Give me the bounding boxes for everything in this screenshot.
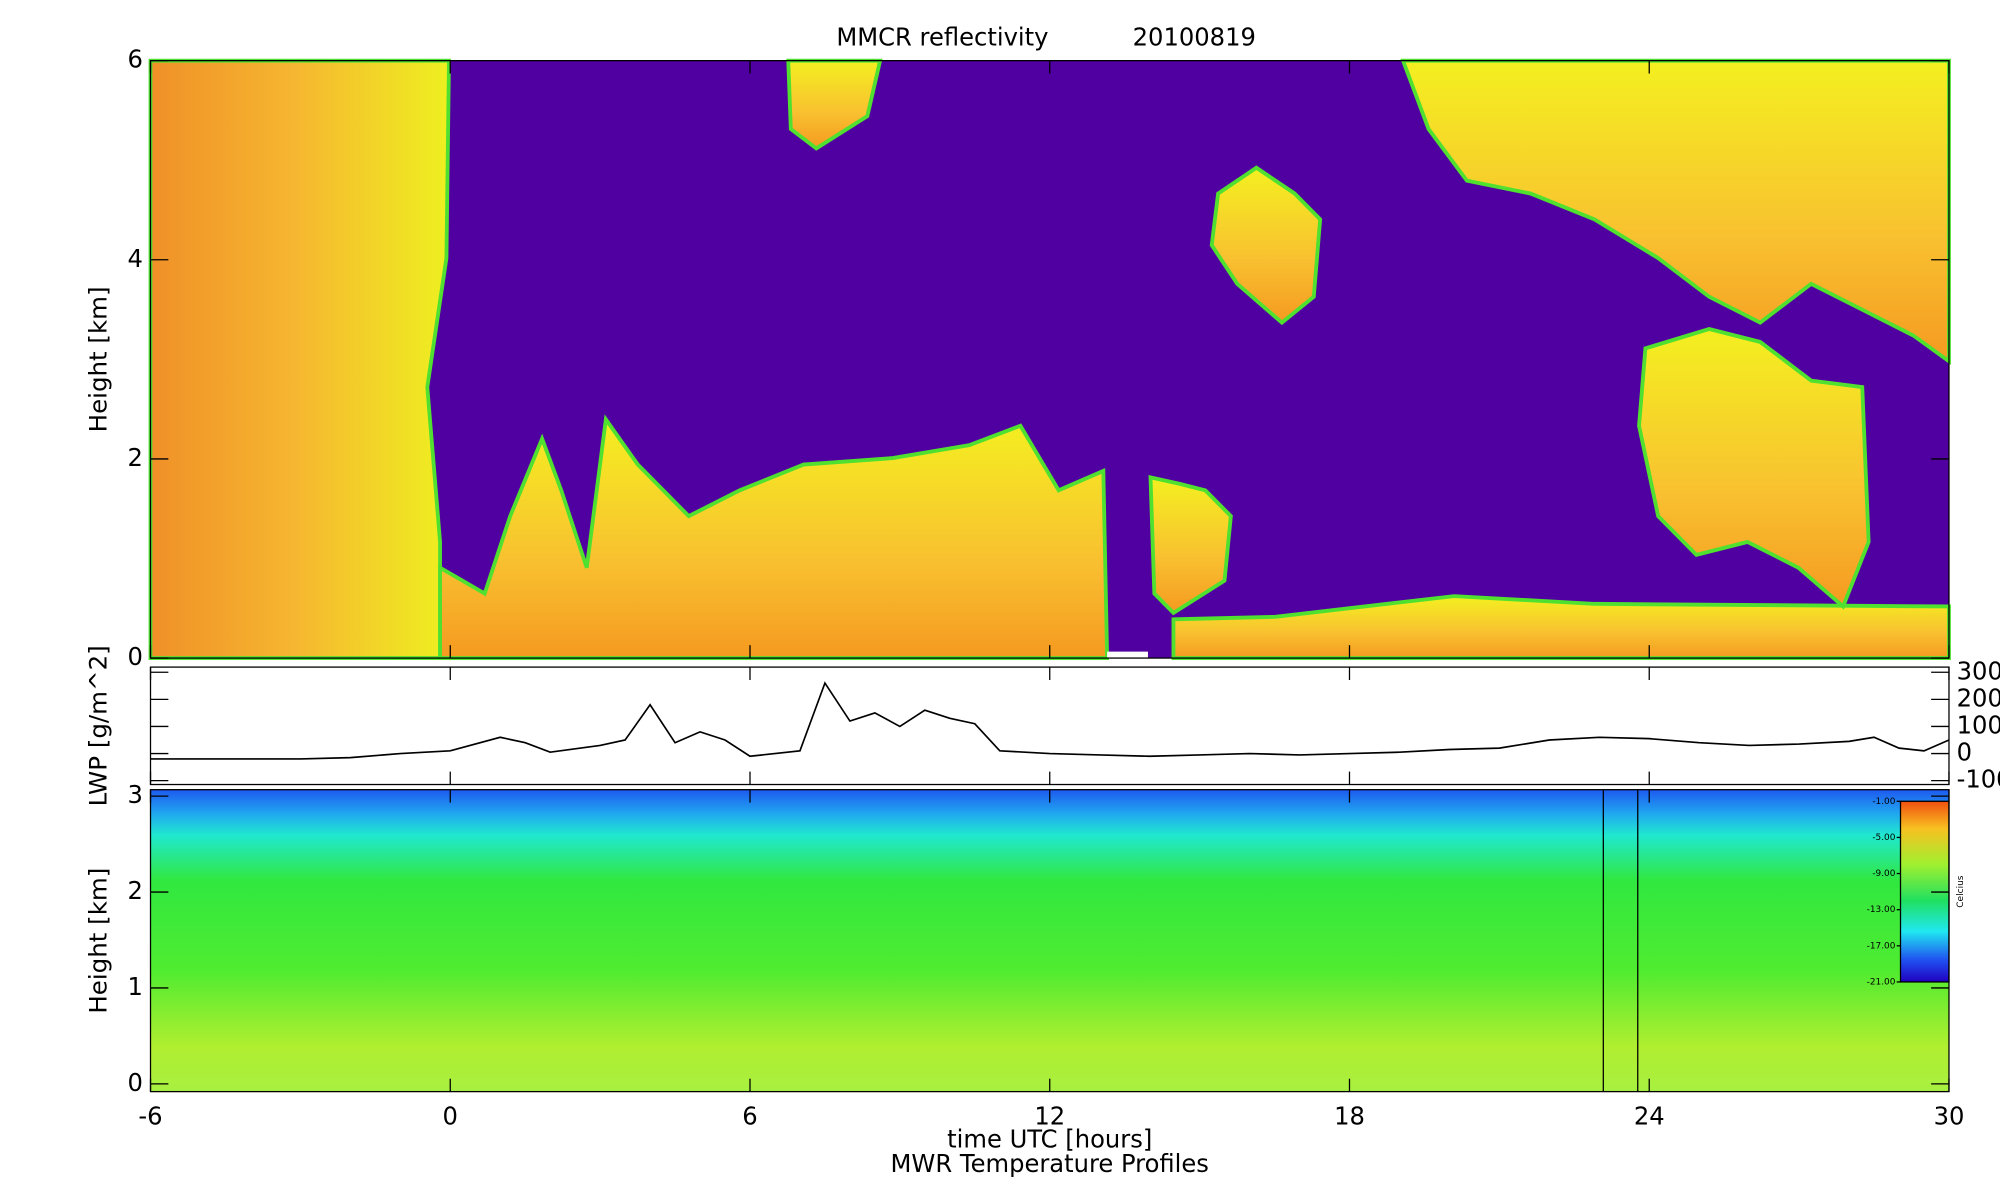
y-tick-label: -100 <box>1957 765 2000 794</box>
y-tick-label: 2 <box>127 876 142 905</box>
colorbar-label: Celcius <box>1956 875 1966 908</box>
x-tick-label: 12 <box>1034 1101 1065 1130</box>
y-axis-label: Height [km] <box>84 286 113 432</box>
colorbar-tick-label: -13.00 <box>1867 905 1896 915</box>
y-tick-label: 2 <box>127 443 142 472</box>
y-tick-label: 6 <box>127 45 142 74</box>
x-tick-label: 18 <box>1334 1101 1365 1130</box>
plot-frame <box>149 666 1950 786</box>
title: MMCR reflectivity <box>836 23 1048 52</box>
date: 20100819 <box>1133 23 1256 52</box>
y-tick-label: 1 <box>127 972 142 1001</box>
y-axis-label: Height [km] <box>84 868 113 1014</box>
x-tick-label: 24 <box>1634 1101 1665 1130</box>
colorbar-tick-label: -9.00 <box>1872 869 1895 879</box>
y-tick-label: 200 <box>1957 683 2000 712</box>
y-tick-label: 0 <box>127 642 142 671</box>
y-axis-label: LWP [g/m^2] <box>84 645 113 806</box>
x-tick-label: 30 <box>1934 1101 1965 1130</box>
y-tick-label: 300 <box>1957 656 2000 685</box>
reflectivity-image <box>148 58 1951 660</box>
x-tick-label: 0 <box>443 1101 458 1130</box>
x-tick-label: -6 <box>138 1101 162 1130</box>
colorbar-tick-label: -1.00 <box>1872 797 1895 807</box>
y-tick-label: 0 <box>127 1068 142 1097</box>
y-tick-label: 3 <box>127 780 142 809</box>
subtitle: MWR Temperature Profiles <box>891 1149 1209 1178</box>
colorbar-tick-label: -17.00 <box>1867 941 1896 951</box>
colorbar-tick-label: -5.00 <box>1872 833 1895 843</box>
x-tick-label: 6 <box>742 1101 757 1130</box>
x-axis-label: time UTC [hours] <box>947 1125 1152 1154</box>
colorbar-tick-label: -21.00 <box>1867 977 1896 987</box>
y-tick-label: 100 <box>1957 710 2000 739</box>
lwp-line <box>150 681 1950 760</box>
y-tick-label: 0 <box>1957 737 1972 766</box>
temperature-image <box>150 789 1950 1092</box>
y-tick-label: 4 <box>127 244 142 273</box>
